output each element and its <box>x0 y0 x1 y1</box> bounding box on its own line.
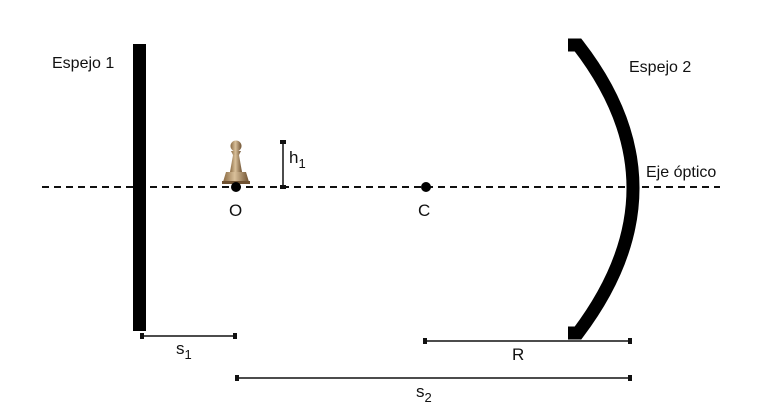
mirror-2 <box>568 38 640 340</box>
mirror-2-label: Espejo 2 <box>629 59 691 76</box>
center-point-label: C <box>418 201 430 220</box>
optical-axis-label: Eje óptico <box>646 164 716 181</box>
object-point <box>231 182 241 192</box>
s2-label: s2 <box>416 382 432 405</box>
s1-dimension <box>140 333 237 339</box>
chess-pawn-icon <box>222 140 250 184</box>
mirror-1 <box>133 44 146 331</box>
radius-dimension <box>423 338 632 344</box>
radius-label: R <box>512 345 524 364</box>
height-marker <box>280 140 286 189</box>
height-label: h1 <box>289 148 306 171</box>
center-point <box>421 182 431 192</box>
s2-dimension <box>235 375 632 381</box>
s1-label: s1 <box>176 339 192 362</box>
object-point-label: O <box>229 201 242 220</box>
mirror-1-label: Espejo 1 <box>52 55 114 72</box>
